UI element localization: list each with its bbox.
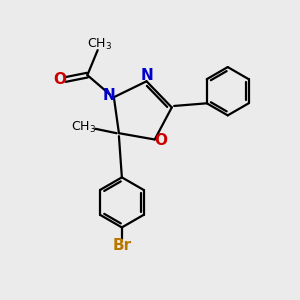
Text: CH$_3$: CH$_3$ xyxy=(71,120,96,135)
Text: Br: Br xyxy=(112,238,131,253)
Text: O: O xyxy=(155,134,168,148)
Text: O: O xyxy=(53,72,67,87)
Text: N: N xyxy=(140,68,153,83)
Text: N: N xyxy=(102,88,115,103)
Text: CH$_3$: CH$_3$ xyxy=(87,37,112,52)
